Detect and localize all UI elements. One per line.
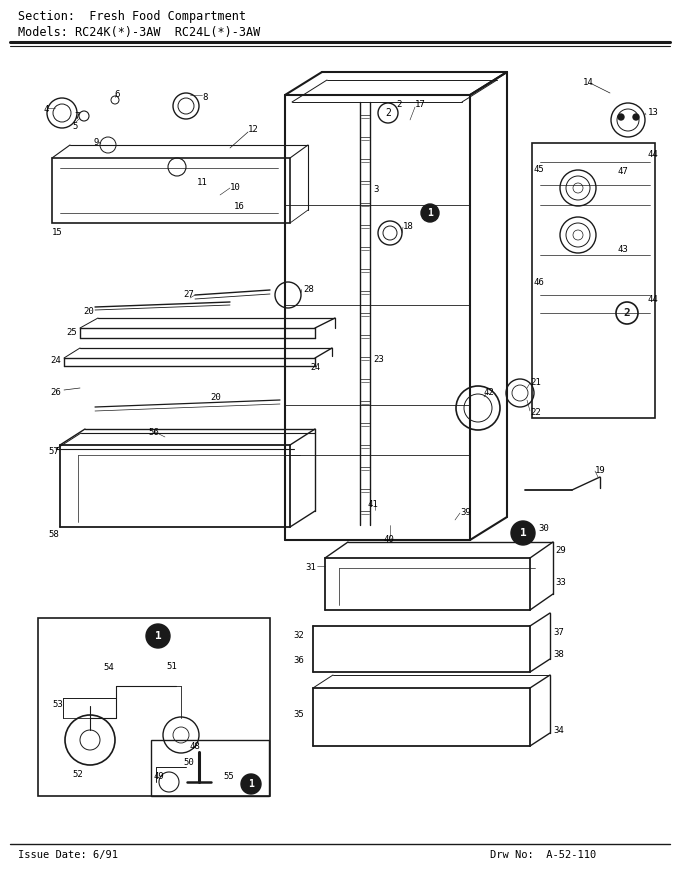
Text: Section:  Fresh Food Compartment: Section: Fresh Food Compartment <box>18 10 246 23</box>
Text: 45: 45 <box>534 165 545 174</box>
Text: 19: 19 <box>595 466 606 475</box>
Text: 51: 51 <box>166 662 177 671</box>
Text: Issue Date: 6/91: Issue Date: 6/91 <box>18 850 118 860</box>
Text: 44: 44 <box>648 150 659 159</box>
Circle shape <box>146 624 170 648</box>
Text: 26: 26 <box>50 388 61 397</box>
Text: 22: 22 <box>530 408 541 417</box>
Circle shape <box>421 204 439 222</box>
Circle shape <box>241 774 261 794</box>
Text: 2: 2 <box>396 100 401 109</box>
Text: 58: 58 <box>48 530 58 539</box>
Bar <box>52 158 290 223</box>
Text: 44: 44 <box>648 295 659 304</box>
Text: 49: 49 <box>153 772 164 781</box>
Text: 9: 9 <box>93 138 99 147</box>
Text: 33: 33 <box>555 578 566 587</box>
Text: 52: 52 <box>72 770 83 779</box>
Text: 43: 43 <box>618 245 629 254</box>
Text: 7: 7 <box>74 112 80 121</box>
Text: 32: 32 <box>293 631 304 640</box>
Text: 56: 56 <box>148 428 158 437</box>
Text: 37: 37 <box>553 628 564 637</box>
Text: 13: 13 <box>648 108 659 117</box>
Text: 20: 20 <box>210 393 221 402</box>
Text: 57: 57 <box>48 447 58 456</box>
Text: Models: RC24K(*)-3AW  RC24L(*)-3AW: Models: RC24K(*)-3AW RC24L(*)-3AW <box>18 26 260 39</box>
Text: 4: 4 <box>44 105 50 114</box>
Text: 47: 47 <box>618 167 629 176</box>
Text: 35: 35 <box>293 710 304 719</box>
Text: 3: 3 <box>373 185 378 194</box>
Text: 17: 17 <box>415 100 426 109</box>
Text: 50: 50 <box>183 758 194 767</box>
Text: 2: 2 <box>624 308 630 318</box>
Text: 28: 28 <box>303 285 313 294</box>
Text: 8: 8 <box>202 93 207 102</box>
Text: 23: 23 <box>373 355 384 364</box>
Text: 29: 29 <box>555 546 566 555</box>
Text: 1: 1 <box>248 779 254 789</box>
Bar <box>532 143 655 418</box>
Circle shape <box>633 114 639 120</box>
Text: 30: 30 <box>538 524 549 533</box>
Text: 16: 16 <box>234 202 245 211</box>
Text: 20: 20 <box>83 307 94 316</box>
Text: 14: 14 <box>583 78 594 87</box>
Text: 36: 36 <box>293 656 304 665</box>
Text: 55: 55 <box>223 772 234 781</box>
Text: 41: 41 <box>368 500 379 509</box>
Text: 15: 15 <box>52 228 63 237</box>
Text: 54: 54 <box>103 663 114 672</box>
Text: 40: 40 <box>384 535 395 544</box>
Text: 11: 11 <box>197 178 208 187</box>
Text: 18: 18 <box>403 222 413 231</box>
Bar <box>151 740 269 796</box>
Circle shape <box>618 114 624 120</box>
Text: 12: 12 <box>248 125 259 134</box>
Text: 24: 24 <box>310 363 320 372</box>
Text: 1: 1 <box>154 631 161 641</box>
Text: 21: 21 <box>530 378 541 387</box>
Text: 42: 42 <box>483 388 494 397</box>
Text: 38: 38 <box>553 650 564 659</box>
Text: 6: 6 <box>114 90 120 99</box>
Text: 1: 1 <box>427 208 433 218</box>
Text: 1: 1 <box>520 528 526 538</box>
Text: 39: 39 <box>460 508 471 517</box>
Text: 27: 27 <box>183 290 194 299</box>
Text: 24: 24 <box>50 356 61 365</box>
Text: 34: 34 <box>553 726 564 735</box>
Text: 46: 46 <box>534 278 545 287</box>
Text: 10: 10 <box>230 183 241 192</box>
Circle shape <box>511 521 535 545</box>
Text: 31: 31 <box>305 563 316 572</box>
Text: Drw No:  A-52-110: Drw No: A-52-110 <box>490 850 596 860</box>
Text: 25: 25 <box>66 328 77 337</box>
Text: 5: 5 <box>72 122 78 131</box>
Text: 2: 2 <box>385 108 391 118</box>
Text: 53: 53 <box>52 700 63 709</box>
Text: 48: 48 <box>189 742 200 751</box>
Bar <box>38 618 270 796</box>
